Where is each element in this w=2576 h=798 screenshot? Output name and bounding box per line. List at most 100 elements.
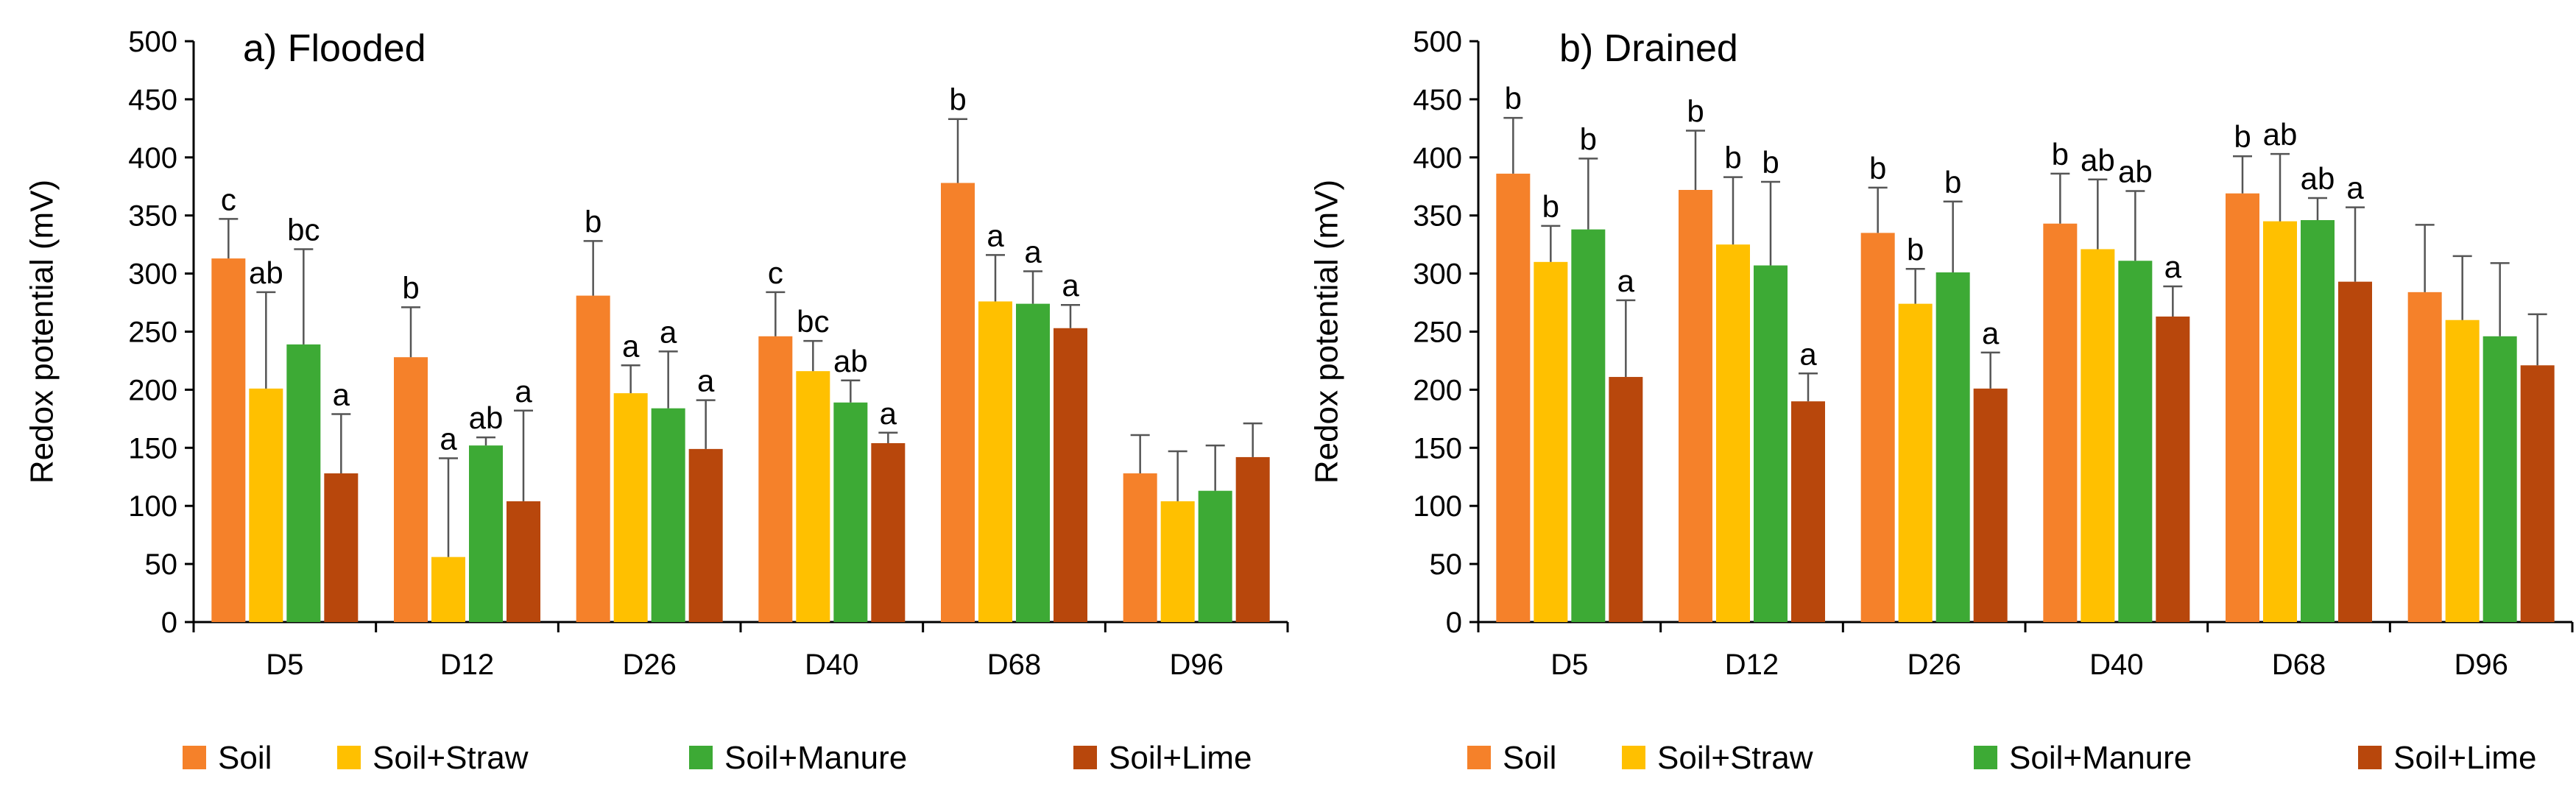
significance-label: b <box>1869 151 1886 186</box>
bar-soil-lime-d26 <box>688 448 723 622</box>
bar-soil-lime-d5 <box>1609 377 1643 622</box>
y-tick-label: 400 <box>128 142 177 174</box>
y-tick-label: 0 <box>1446 607 1462 639</box>
significance-label: ab <box>249 255 283 290</box>
bar-soil-d40 <box>2043 223 2078 623</box>
bar-soil-lime-d96 <box>1235 456 1270 622</box>
bar-soil-d5 <box>1496 173 1531 623</box>
y-tick-label: 200 <box>128 374 177 406</box>
legend-swatch-soil-lime <box>2358 746 2382 769</box>
significance-label: a <box>1799 336 1817 371</box>
bar-soil-straw-d26 <box>613 393 648 622</box>
x-tick-label: D5 <box>1550 649 1588 681</box>
significance-label: b <box>1724 141 1741 175</box>
significance-label: ab <box>2263 117 2298 152</box>
bar-soil-manure-d40 <box>2118 261 2153 622</box>
y-tick-label: 400 <box>1413 142 1462 174</box>
bar-soil-straw-d96 <box>1160 501 1195 622</box>
legend-label: Soil+Straw <box>1657 740 1813 776</box>
x-tick-label: D96 <box>2454 649 2508 681</box>
significance-label: a <box>622 328 640 363</box>
bar-soil-lime-d12 <box>1791 401 1825 622</box>
significance-label: ab <box>2118 155 2153 189</box>
y-tick-label: 100 <box>1413 490 1462 523</box>
bar-soil-straw-d5 <box>1534 261 1568 622</box>
bar-soil-d26 <box>1860 233 1895 622</box>
bar-soil-d96 <box>1123 473 1157 622</box>
bar-soil-lime-d40 <box>2156 316 2190 622</box>
legend-label: Soil <box>218 740 272 776</box>
bar-soil-lime-d5 <box>324 473 359 622</box>
bar-soil-manure-d26 <box>651 408 685 622</box>
y-tick-label: 100 <box>128 490 177 523</box>
panel-drained: 050100150200250300350400450500D5bbbaD12b… <box>1309 26 2574 776</box>
significance-label: a <box>1982 316 2000 350</box>
legend-label: Soil <box>1503 740 1556 776</box>
bar-soil-d26 <box>576 295 610 622</box>
bar-soil-straw-d40 <box>2081 249 2115 622</box>
y-tick-label: 50 <box>1430 548 1463 581</box>
significance-label: b <box>1944 165 1961 200</box>
bar-soil-manure-d96 <box>1198 490 1232 622</box>
bar-soil-lime-d68 <box>1054 328 1087 622</box>
bar-soil-straw-d96 <box>2445 319 2480 622</box>
bar-soil-lime-d68 <box>2338 281 2372 622</box>
significance-label: bc <box>287 212 320 247</box>
legend-label: Soil+Lime <box>2393 740 2536 776</box>
significance-label: bc <box>797 304 829 339</box>
significance-label: a <box>333 378 350 412</box>
significance-label: a <box>1062 268 1079 303</box>
significance-label: ab <box>833 344 868 378</box>
bar-soil-manure-d12 <box>469 445 503 622</box>
legend-swatch-soil-lime <box>1073 746 1097 769</box>
legend-label: Soil+Manure <box>2009 740 2192 776</box>
bar-soil-manure-d26 <box>1935 272 1970 622</box>
significance-label: b <box>1505 81 1522 116</box>
panel-flooded: 050100150200250300350400450500D5cabbcaD1… <box>24 26 1289 776</box>
significance-label: b <box>1542 189 1559 224</box>
y-tick-label: 350 <box>128 200 177 233</box>
significance-label: a <box>515 374 532 409</box>
bar-soil-d5 <box>211 258 246 622</box>
significance-label: ab <box>2301 161 2335 196</box>
panel-title: a) Flooded <box>243 27 426 70</box>
bar-soil-straw-d26 <box>1898 303 1933 622</box>
significance-label: a <box>880 396 897 431</box>
significance-label: b <box>1687 94 1704 129</box>
bar-soil-straw-d12 <box>1716 244 1750 622</box>
bar-soil-manure-d68 <box>1016 303 1050 622</box>
bar-soil-lime-d26 <box>1973 388 2008 622</box>
significance-label: a <box>1024 234 1042 269</box>
bar-soil-straw-d68 <box>978 301 1012 622</box>
panel-title: b) Drained <box>1559 27 1738 70</box>
bar-soil-lime-d40 <box>871 442 906 622</box>
bar-soil-manure-d5 <box>1571 229 1606 622</box>
y-tick-label: 150 <box>128 432 177 465</box>
significance-label: a <box>697 364 715 398</box>
y-tick-label: 350 <box>1413 200 1462 233</box>
bar-soil-straw-d12 <box>431 557 465 622</box>
bar-soil-lime-d12 <box>507 501 540 622</box>
bar-soil-lime-d96 <box>2520 365 2555 622</box>
bar-soil-manure-d5 <box>286 344 321 622</box>
legend-swatch-soil-manure <box>1974 746 1997 769</box>
x-tick-label: D68 <box>987 649 1041 681</box>
x-tick-label: D40 <box>805 649 858 681</box>
bar-soil-manure-d96 <box>2483 336 2517 622</box>
bar-soil-d12 <box>1679 189 1712 622</box>
legend-label: Soil+Lime <box>1109 740 1252 776</box>
y-tick-label: 500 <box>128 26 177 58</box>
significance-label: a <box>660 314 677 349</box>
y-tick-label: 150 <box>1413 432 1462 465</box>
y-tick-label: 300 <box>128 258 177 291</box>
legend-swatch-soil <box>183 746 206 769</box>
significance-label: b <box>585 204 601 239</box>
y-tick-label: 250 <box>1413 317 1462 349</box>
significance-label: b <box>1762 145 1779 180</box>
bar-soil-d68 <box>941 183 975 623</box>
y-tick-label: 300 <box>1413 258 1462 291</box>
x-tick-label: D40 <box>2089 649 2143 681</box>
significance-label: c <box>768 255 783 290</box>
bar-soil-manure-d68 <box>2301 220 2335 623</box>
